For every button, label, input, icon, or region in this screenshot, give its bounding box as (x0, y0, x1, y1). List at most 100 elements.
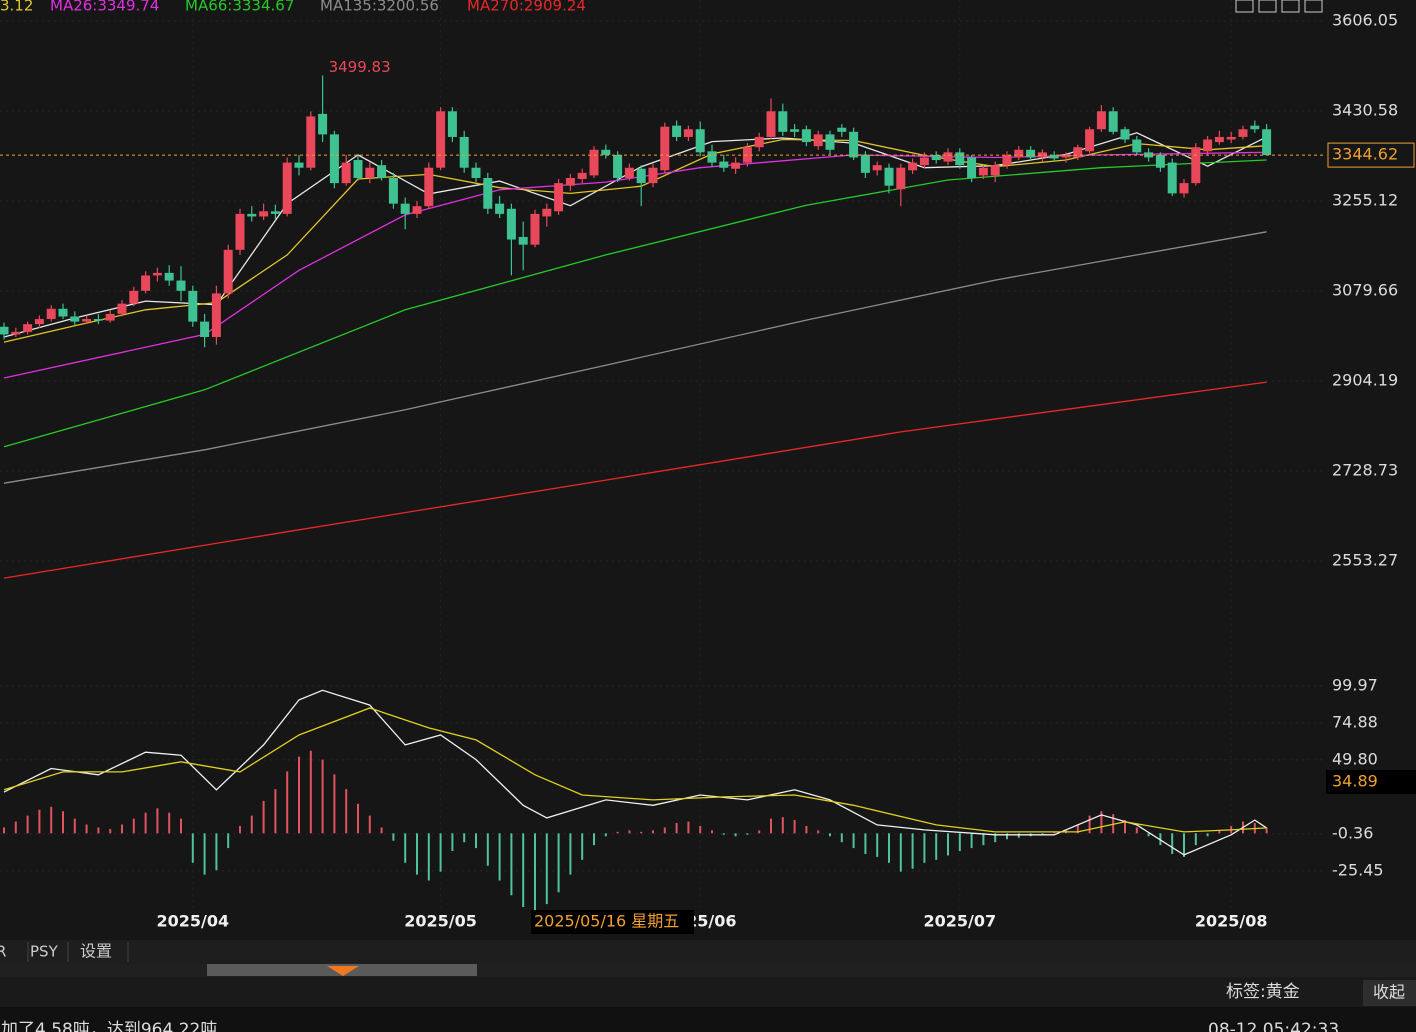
candle-body (943, 152, 953, 162)
toolbar-icons[interactable] (1235, 0, 1323, 13)
candle-body (46, 308, 56, 320)
crosshair-date-box (531, 910, 694, 934)
macd-bar (545, 833, 548, 905)
macd-bar (534, 833, 536, 910)
macd-bar (935, 833, 938, 860)
ma-line (3, 159, 1267, 448)
macd-bar (711, 830, 713, 834)
macd-bar (1194, 833, 1197, 846)
macd-bar (888, 833, 890, 863)
macd-bar (3, 827, 5, 834)
icon[interactable] (1258, 0, 1277, 13)
candle-body (613, 154, 623, 178)
candle-body (530, 213, 540, 245)
candle-body (0, 326, 9, 335)
macd-bar (203, 833, 206, 875)
tab[interactable]: 设置 (80, 942, 112, 961)
y-tick-label: 2553.27 (1332, 550, 1398, 569)
macd-bar (746, 833, 749, 835)
macd-bar (62, 811, 64, 834)
macd-bar (663, 827, 666, 834)
candle-body (495, 203, 505, 214)
candle-body (565, 177, 575, 186)
news-time: 08-12 05:42:33 (1208, 1020, 1339, 1032)
candle-body (412, 206, 422, 214)
macd-bar (180, 818, 182, 834)
candle-body (589, 149, 599, 176)
candle-body (731, 162, 741, 169)
macd-bar (156, 808, 159, 834)
macd-bar (687, 821, 690, 834)
candle-body (707, 151, 717, 163)
macd-bar (50, 806, 53, 834)
candle-body (978, 167, 988, 176)
macd-bar (652, 830, 654, 834)
collapse-label[interactable]: 收起 (1373, 983, 1405, 1002)
last-price-label: 3344.62 (1332, 145, 1398, 164)
macd-bar (911, 833, 914, 869)
candle-body (211, 293, 221, 337)
candle-body (247, 213, 257, 217)
news-bar (0, 1007, 1416, 1032)
candle-body (778, 111, 788, 132)
tab[interactable]: PSY (30, 943, 59, 961)
candle-body (990, 165, 1000, 176)
candle-body (164, 272, 174, 281)
last-price-box (1327, 142, 1415, 168)
candle-body (318, 113, 328, 135)
status-bar (0, 977, 1416, 1007)
icon[interactable] (1304, 0, 1323, 13)
macd-bar (121, 824, 123, 834)
macd-bar (722, 833, 725, 835)
macd-bar (486, 833, 489, 866)
candle-body (518, 236, 528, 245)
candle-body (601, 149, 611, 155)
macd-bar (829, 833, 831, 837)
macd-bar (852, 833, 855, 849)
tag-label: 标签:黄金 (1226, 982, 1300, 1002)
candle-body (1014, 149, 1024, 158)
macd-bar (298, 756, 300, 834)
macd-bar (569, 833, 572, 875)
candle-body (506, 208, 516, 240)
macd-bar (1265, 827, 1268, 834)
icon[interactable] (1281, 0, 1300, 13)
macd-bar (239, 825, 241, 834)
macd-bar (250, 815, 253, 834)
candle-body (813, 134, 823, 147)
macd-bar (1218, 830, 1221, 834)
macd-bar (675, 823, 678, 834)
icon[interactable] (1235, 0, 1254, 13)
collapse-button[interactable] (1363, 980, 1416, 1006)
macd-bar (699, 825, 702, 834)
legend-entry: MA26:3349.74 (50, 0, 159, 15)
news-text[interactable]: 增加了4.58吨，达到964.22吨 (0, 1020, 217, 1032)
y-tick-label: 74.88 (1332, 712, 1378, 731)
candle-body (400, 203, 410, 214)
candle-body (34, 319, 44, 325)
scroll-marker (327, 966, 359, 976)
candle-body (801, 129, 811, 143)
cursor-value-box (1326, 769, 1416, 794)
macd-bar (864, 833, 867, 854)
macd-bar (380, 827, 383, 834)
candle-body (306, 116, 316, 168)
legend-entry: MA270:2909.24 (467, 0, 586, 15)
candle-body (329, 134, 339, 184)
candle-body (1073, 147, 1083, 158)
macd-bar (286, 771, 289, 834)
macd-bar (557, 833, 560, 893)
candle-body (1262, 129, 1272, 156)
macd-bar (357, 803, 359, 834)
candle-body (1191, 147, 1201, 184)
macd-bar (1171, 833, 1174, 854)
tab[interactable]: R (0, 943, 6, 961)
macd-bar (215, 833, 218, 871)
candle-body (872, 165, 882, 171)
candle-body (955, 152, 965, 166)
candle-body (648, 167, 658, 184)
candle-body (377, 165, 387, 178)
macd-bar (144, 812, 147, 834)
candle-body (235, 213, 245, 250)
